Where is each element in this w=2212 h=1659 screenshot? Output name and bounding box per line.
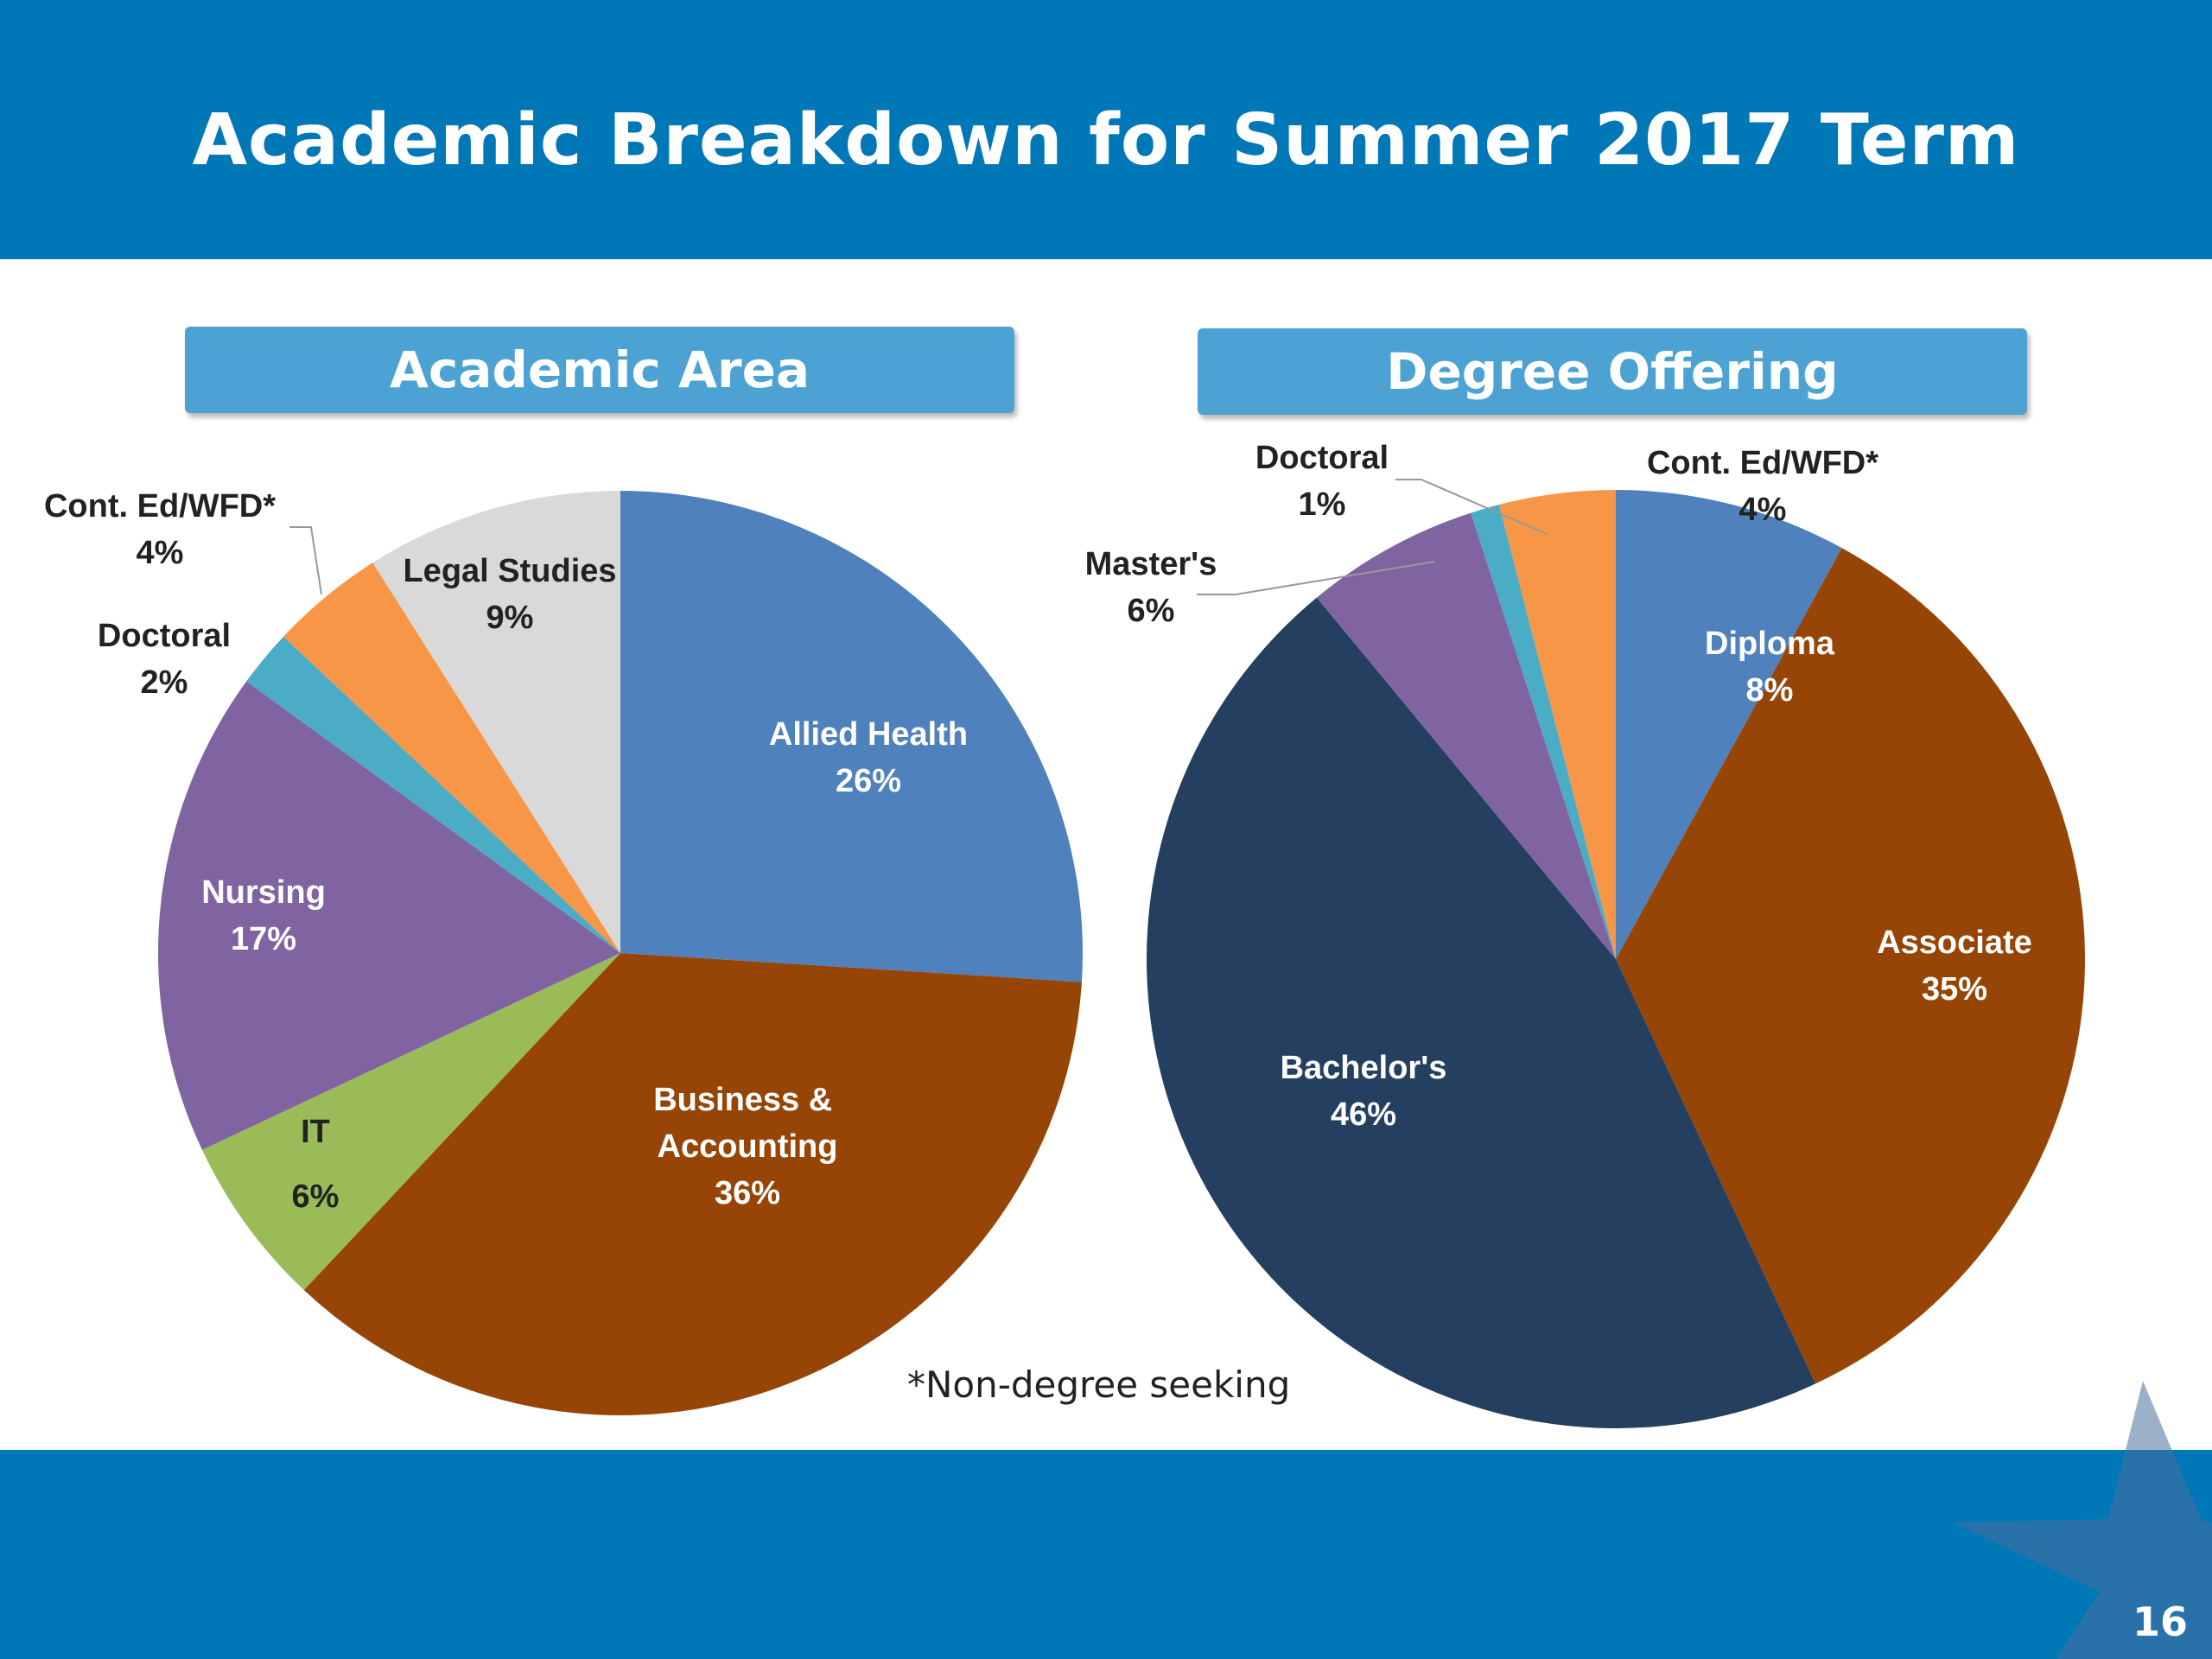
academic-area-label-legal-studies: Legal Studies 9% [403,553,616,636]
academic-area-slice-nursing [158,681,621,1150]
degree-offering-slice-associate [1616,548,2086,1384]
academic-area-slice-business-accounting [303,953,1082,1416]
footnote: *Non-degree seeking [907,1363,1291,1406]
degree-offering-header: Degree Offering [1198,328,2027,415]
academic-area-label-allied-health: Allied Health 26% [769,716,968,799]
academic-area-slice-cont-ed-wfd [283,563,620,953]
academic-area-slice-allied-health [620,491,1083,982]
academic-area-leader-cont-ed-wfd [289,526,322,595]
degree-offering-label-doctoral: Doctoral 1% [1255,440,1389,523]
degree-offering-slice-cont-ed-wfd [1498,490,1616,959]
academic-area-label-cont-ed-wfd: Cont. Ed/WFD* 4% [44,488,276,571]
title-band [0,0,2212,259]
degree-offering-label-bachelor-s: Bachelor's 46% [1281,1050,1447,1133]
academic-area-slice-legal-studies [372,491,620,953]
degree-offering-label-associate: Associate 35% [1877,925,2032,1007]
academic-area-slice-doctoral [246,636,620,953]
academic-area-slice-it [201,953,620,1290]
degree-offering-label-diploma: Diploma 8% [1705,626,1835,709]
degree-offering-slice-master-s [1316,512,1616,959]
academic-area-label-nursing: Nursing 17% [201,874,326,957]
academic-area-label-doctoral: Doctoral 2% [98,618,231,701]
academic-area-label-it: IT 6% [292,1114,340,1215]
academic-area-label-business-accounting: Business & Accounting 36% [653,1082,842,1211]
degree-offering-label-master-s: Master's 6% [1085,546,1217,629]
slide-title: Academic Breakdown for Summer 2017 Term [192,99,2020,181]
academic-area-header: Academic Area [185,327,1014,413]
degree-offering-slice-diploma [1616,490,1842,959]
footer-band [0,1450,2212,1659]
page-number: 16 [2132,1599,2188,1645]
degree-offering-label-cont-ed-wfd: Cont. Ed/WFD* 4% [1647,445,1878,528]
degree-offering-slice-bachelor-s [1147,597,1816,1428]
degree-offering-leader-master-s [1197,561,1435,595]
degree-offering-leader-doctoral [1395,479,1548,535]
degree-offering-slice-doctoral [1471,505,1616,959]
